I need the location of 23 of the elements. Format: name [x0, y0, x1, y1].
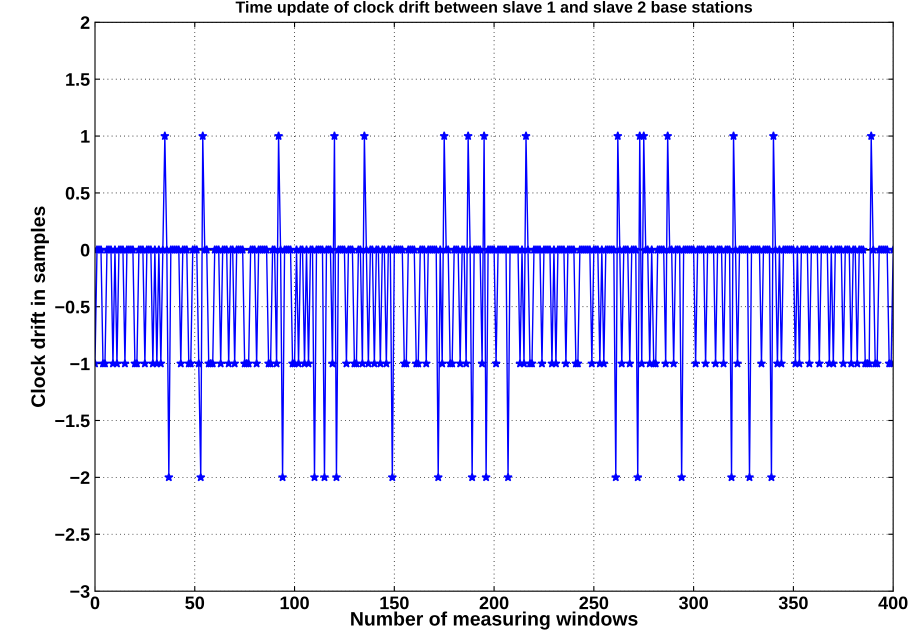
x-tick-label: 150 — [380, 596, 409, 610]
y-axis-title: Clock drift in samples — [30, 206, 49, 407]
chart-title: Time update of clock drift between slave 1 and slave 2 base stations — [236, 1, 752, 16]
y-tick-label: −3 — [70, 585, 90, 598]
y-tick-label: 2 — [80, 16, 90, 29]
x-tick-label: 250 — [579, 596, 608, 610]
y-tick-label: 0.5 — [66, 186, 90, 200]
x-tick-label: 300 — [678, 596, 708, 610]
x-axis-title: Number of measuring windows — [351, 611, 638, 630]
x-tick-label: 350 — [778, 596, 808, 610]
y-tick-label: −2.5 — [55, 528, 90, 541]
y-tick-label: −0.5 — [55, 300, 90, 314]
y-tick-label: −1.5 — [55, 414, 90, 428]
y-tick-label: 1 — [81, 130, 90, 143]
x-tick-label: 100 — [280, 596, 309, 610]
x-tick-label: 200 — [480, 596, 508, 610]
x-tick-label: 400 — [878, 596, 908, 610]
y-tick-label: −2 — [70, 471, 90, 484]
y-tick-label: 0 — [80, 244, 90, 257]
y-tick-label: −1 — [70, 358, 90, 370]
x-tick-label: 50 — [185, 596, 204, 610]
y-tick-label: 1.5 — [66, 73, 90, 86]
x-tick-label: 0 — [90, 596, 100, 610]
